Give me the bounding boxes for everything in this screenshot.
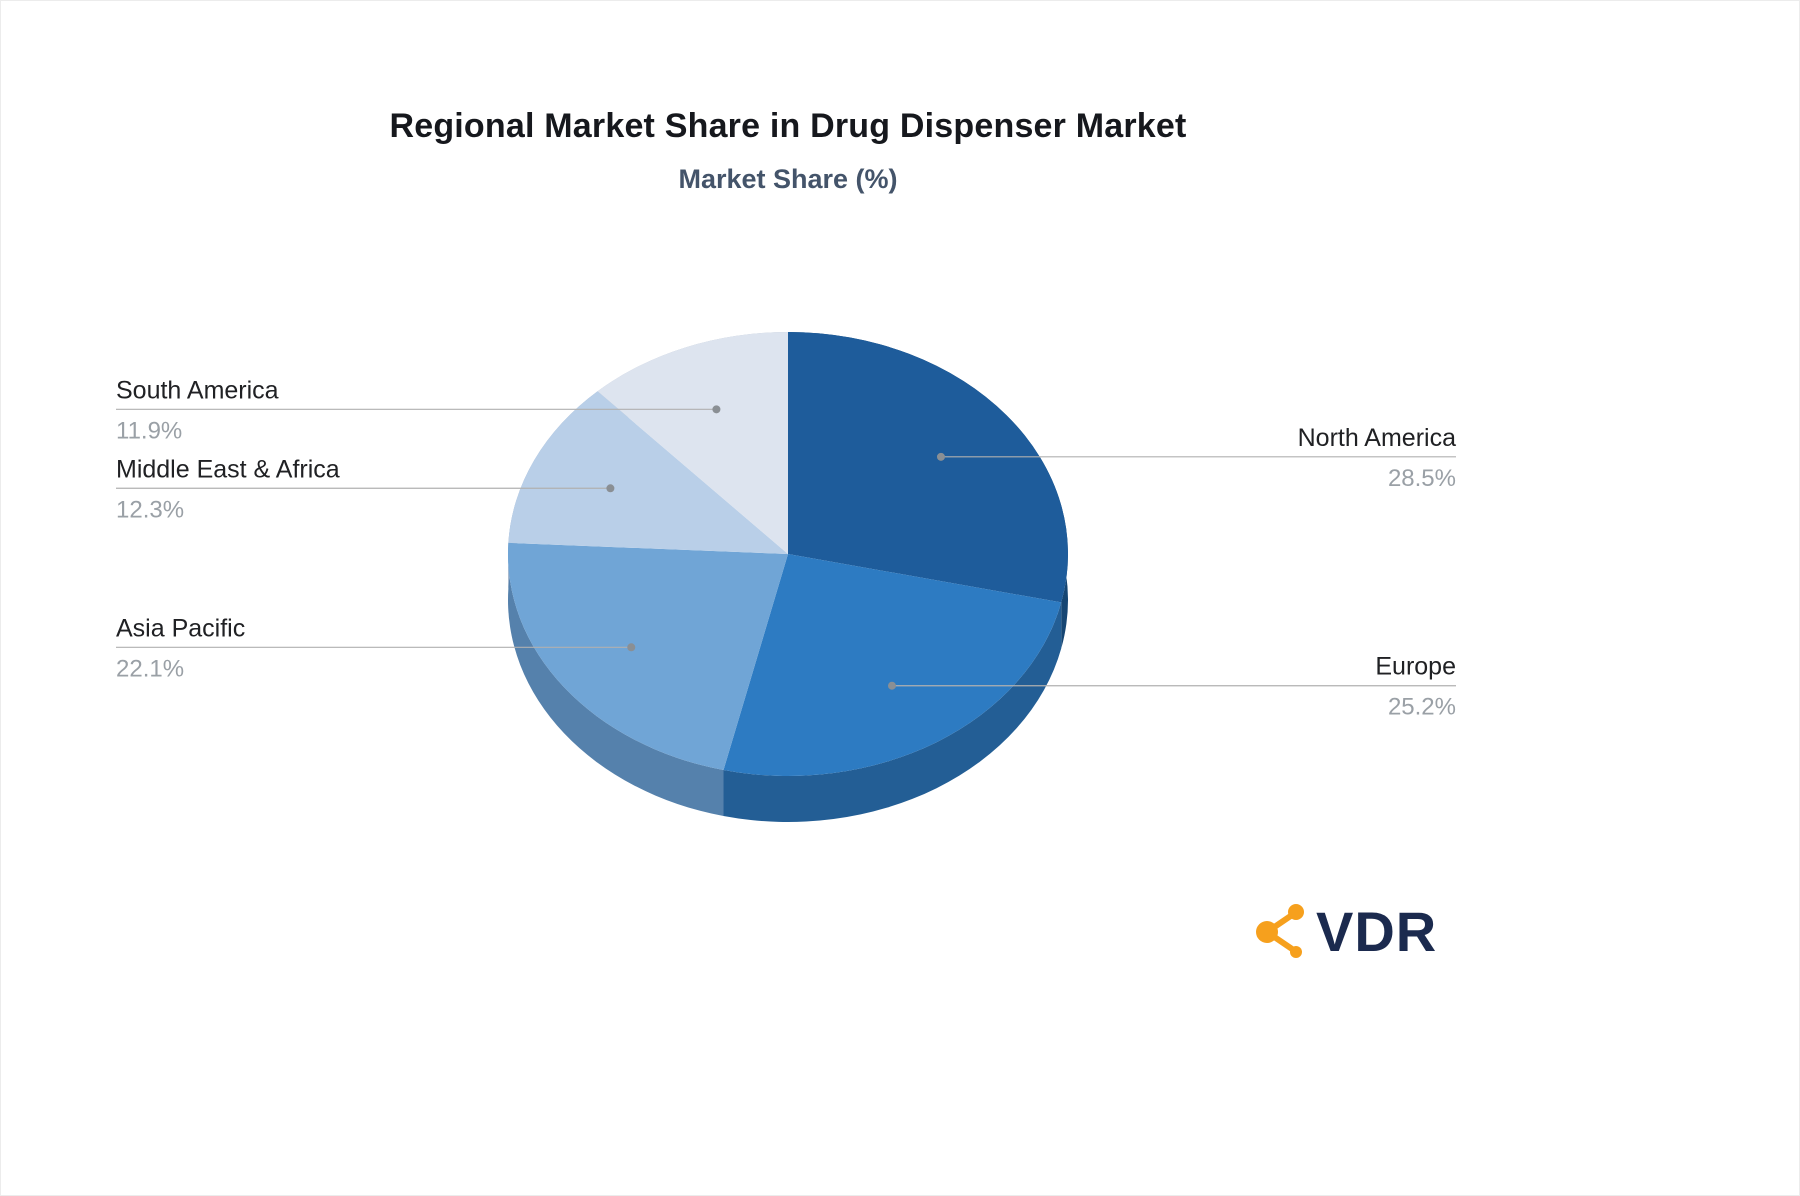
slice-label: South America bbox=[116, 376, 279, 404]
leader-dot bbox=[606, 484, 615, 493]
leader-dot bbox=[712, 405, 721, 414]
slice-value: 22.1% bbox=[116, 655, 184, 682]
leader-dot bbox=[627, 643, 636, 652]
slice-label: North America bbox=[1298, 424, 1456, 452]
share-network-icon bbox=[1256, 904, 1304, 958]
slice-label: Asia Pacific bbox=[116, 614, 245, 642]
pie-slice[interactable] bbox=[508, 391, 788, 554]
chart-subtitle: Market Share (%) bbox=[678, 164, 898, 194]
pie-slice-side bbox=[507, 542, 724, 817]
pie-slice-side bbox=[723, 602, 1062, 823]
slice-label: Middle East & Africa bbox=[116, 455, 340, 483]
leader-dot bbox=[887, 681, 896, 690]
brand-logo: VDR bbox=[1254, 899, 1437, 965]
slice-value: 25.2% bbox=[1388, 694, 1456, 721]
pie-slices-group bbox=[507, 332, 1069, 777]
pie-slice[interactable] bbox=[507, 542, 788, 771]
brand-logo-text: VDR bbox=[1316, 900, 1438, 963]
slice-value: 12.3% bbox=[116, 496, 184, 523]
slice-label: Europe bbox=[1375, 653, 1456, 681]
slice-value: 28.5% bbox=[1388, 465, 1456, 492]
pie-slice[interactable] bbox=[597, 332, 788, 554]
slice-value: 11.9% bbox=[116, 417, 182, 444]
pie-slice[interactable] bbox=[788, 332, 1069, 603]
chart-title: Regional Market Share in Drug Dispenser … bbox=[389, 107, 1187, 145]
pie-labels-group: North America 28.5% Europe 25.2% Asia Pacifi… bbox=[116, 376, 1456, 721]
leader-dot bbox=[936, 452, 945, 461]
pie-slice[interactable] bbox=[723, 554, 1062, 777]
